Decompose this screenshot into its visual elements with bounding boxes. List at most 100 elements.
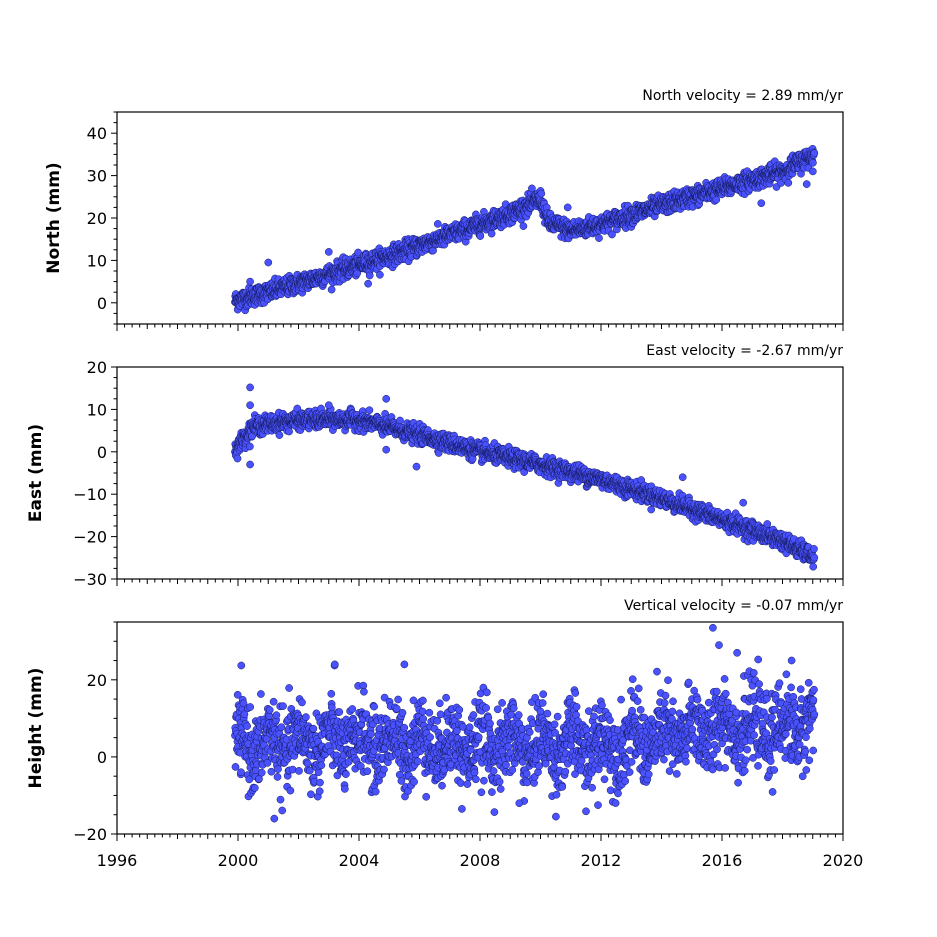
data-point: [365, 271, 374, 280]
outlier-point: [757, 199, 766, 208]
data-point: [528, 184, 536, 193]
outlier-point: [246, 460, 254, 469]
data-point: [257, 690, 265, 698]
y-tick-label: 10: [87, 251, 107, 270]
data-point: [277, 723, 286, 732]
data-point: [278, 806, 287, 815]
data-point: [371, 787, 380, 796]
north-ylabel: North (mm): [44, 162, 64, 273]
east-markers: [231, 383, 819, 571]
outlier-point: [739, 498, 748, 507]
data-point: [317, 761, 326, 770]
data-point: [370, 702, 378, 711]
data-point: [276, 795, 285, 804]
north-panel: North velocity = 2.89 mm/yr North (mm) 0…: [44, 88, 844, 331]
data-point: [360, 687, 368, 696]
outlier-point: [563, 203, 572, 212]
east-title: East velocity = -2.67 mm/yr: [646, 343, 843, 359]
outlier-point: [324, 248, 333, 256]
outlier-point: [382, 445, 391, 454]
outlier-point: [678, 473, 687, 482]
data-point: [307, 790, 315, 799]
data-point: [335, 708, 344, 716]
data-point: [267, 767, 276, 776]
data-point: [363, 767, 372, 776]
outlier-point: [324, 401, 333, 410]
y-tick-label: −30: [73, 570, 107, 589]
data-point: [327, 285, 336, 294]
data-point: [237, 661, 246, 670]
data-point: [274, 765, 282, 773]
data-point: [302, 713, 310, 721]
data-point: [275, 431, 284, 439]
data-point: [250, 784, 259, 792]
y-tick-label: 10: [87, 400, 107, 419]
outlier-point: [808, 167, 817, 176]
data-point: [243, 722, 251, 730]
data-point: [810, 149, 819, 157]
data-point: [269, 697, 278, 706]
data-point: [342, 770, 350, 778]
data-point: [809, 158, 817, 167]
data-point: [340, 785, 349, 793]
data-point: [272, 711, 281, 720]
data-point: [810, 545, 818, 553]
data-point: [595, 234, 603, 242]
data-point: [288, 765, 297, 774]
data-point: [298, 698, 306, 707]
east-ylabel: East (mm): [26, 424, 46, 522]
data-point: [608, 230, 616, 239]
outlier-point: [246, 383, 254, 392]
data-point: [237, 768, 245, 777]
data-point: [327, 703, 336, 712]
outlier-point: [802, 180, 811, 188]
east-panel: East velocity = -2.67 mm/yr East (mm) 20…: [26, 343, 844, 589]
data-point: [327, 689, 336, 698]
outlier-point: [264, 258, 273, 267]
y-tick-label: −10: [73, 485, 107, 504]
y-tick-label: −20: [73, 528, 107, 547]
data-point: [348, 705, 357, 713]
east-axes-frame: [116, 366, 844, 580]
data-point: [784, 179, 793, 187]
height-markers: [231, 623, 819, 823]
data-point: [763, 520, 772, 528]
height-title: Vertical velocity = -0.07 mm/yr: [624, 598, 843, 614]
y-tick-label: 20: [87, 209, 107, 228]
data-point: [246, 703, 255, 711]
y-tick-label: 20: [87, 358, 107, 377]
outlier-point: [246, 277, 254, 286]
data-point: [537, 189, 546, 198]
outlier-point: [412, 462, 421, 471]
data-point: [487, 229, 496, 238]
data-point: [810, 553, 819, 562]
height-ylabel: Height (mm): [26, 668, 46, 789]
data-point: [295, 767, 303, 775]
data-point: [433, 220, 442, 228]
data-point: [647, 505, 656, 514]
data-point: [257, 768, 266, 777]
data-point: [365, 406, 374, 415]
outlier-point: [364, 279, 372, 288]
data-point: [309, 724, 318, 733]
outlier-point: [246, 401, 254, 410]
data-point: [712, 195, 721, 204]
data-point: [303, 759, 312, 768]
data-point: [273, 773, 282, 781]
data-point: [315, 787, 324, 796]
data-point: [476, 232, 485, 240]
data-point: [285, 427, 293, 436]
y-tick-label: 40: [87, 124, 107, 143]
data-point: [265, 706, 274, 714]
y-tick-label: 0: [97, 443, 107, 462]
outlier-point: [382, 394, 391, 403]
data-point: [231, 763, 240, 771]
data-point: [316, 778, 324, 787]
north-markers: [231, 144, 819, 315]
height-panel: Vertical velocity = -0.07 mm/yr Height (…: [26, 598, 863, 870]
data-point: [279, 702, 287, 710]
data-point: [519, 222, 528, 230]
data-point: [246, 442, 254, 451]
data-point: [233, 454, 242, 463]
